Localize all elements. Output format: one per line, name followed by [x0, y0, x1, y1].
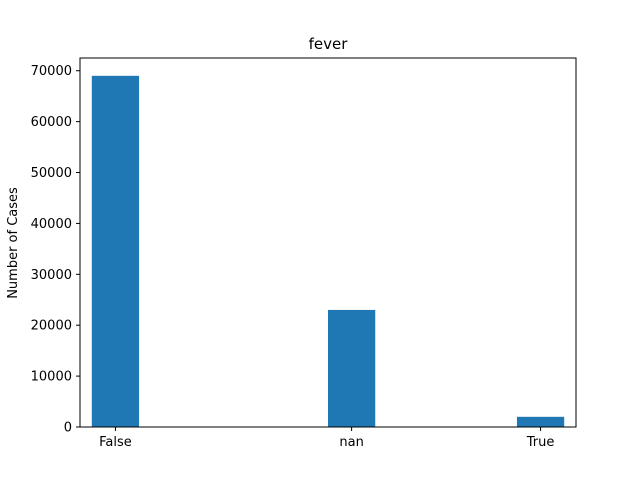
bars-group: [91, 75, 565, 428]
bar-false: [91, 75, 140, 428]
bar-true: [516, 416, 565, 427]
y-tick-label: 70000: [31, 64, 72, 79]
y-axis-ticks: 0 10000 20000 30000 40000 50000 60000 70000: [31, 64, 80, 436]
y-axis-title: Number of Cases: [6, 187, 21, 299]
x-tick-label-true: True: [526, 435, 555, 450]
y-tick-label: 40000: [31, 217, 72, 232]
y-tick-label: 0: [64, 421, 72, 436]
y-tick-label: 30000: [31, 268, 72, 283]
y-tick-label: 10000: [31, 370, 72, 385]
y-tick-label: 20000: [31, 319, 72, 334]
y-tick-label: 50000: [31, 166, 72, 181]
x-tick-label-false: False: [99, 435, 132, 450]
chart-title: fever: [309, 35, 349, 53]
bar-nan: [328, 309, 376, 427]
x-axis-ticks: False nan True: [99, 427, 554, 450]
plot-frame: [79, 57, 577, 428]
y-tick-label: 60000: [31, 115, 72, 130]
x-tick-label-nan: nan: [339, 435, 363, 450]
